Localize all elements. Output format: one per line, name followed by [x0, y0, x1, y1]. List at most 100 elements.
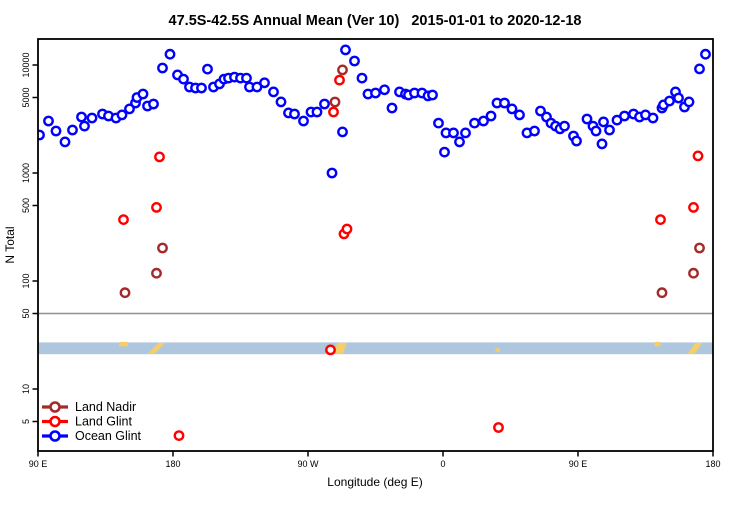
band-patch [495, 348, 500, 352]
land-glint-point [341, 223, 353, 235]
ocean-glint-point [311, 106, 323, 118]
band-patch [119, 341, 128, 347]
ocean-glint-point [581, 113, 593, 125]
ocean-glint-point [38, 129, 45, 141]
ocean-glint-point [164, 48, 176, 60]
ocean-glint-point [683, 96, 695, 108]
ocean-glint-point [596, 138, 608, 150]
x-tick-label: 90 E [569, 459, 588, 469]
ocean-glint-point [448, 127, 459, 139]
land-glint-point [334, 74, 345, 86]
y-tick-label: 5000 [21, 87, 31, 107]
ocean-band [38, 342, 713, 355]
ocean-glint-point [469, 117, 480, 129]
y-axis-title: N Total [3, 226, 17, 263]
ocean-glint-point [433, 117, 444, 129]
y-tick-label: 1000 [21, 163, 31, 183]
legend-item-ocean-glint: Ocean Glint [42, 429, 142, 443]
y-tick-label: 500 [21, 198, 31, 213]
land-glint-point [173, 430, 185, 441]
x-tick-label: 0 [440, 459, 445, 469]
legend-label-land-nadir: Land Nadir [75, 400, 136, 414]
band-patch [147, 342, 166, 354]
x-tick-label: 180 [165, 459, 180, 469]
x-tick-label: 90 W [297, 459, 319, 469]
legend-label-ocean-glint: Ocean Glint [75, 429, 142, 443]
ocean-glint-point [514, 109, 525, 121]
ocean-glint-point [79, 120, 90, 132]
ocean-glint-point [478, 115, 489, 127]
legend: Land Nadir Land Glint Ocean Glint [42, 400, 142, 443]
land-nadir-series [119, 64, 705, 299]
ocean-glint-point [529, 125, 540, 137]
band-patch [654, 341, 661, 347]
ocean-glint-point [340, 44, 351, 56]
ocean-glint-point [319, 98, 330, 110]
land-nadir-point [119, 287, 131, 299]
ocean-glint-point [298, 115, 309, 127]
ocean-glint-point [202, 63, 213, 75]
land-nadir-point [151, 267, 162, 279]
ocean-glint-series [38, 44, 711, 179]
ocean-glint-point [386, 102, 398, 114]
ocean-glint-point [647, 112, 659, 124]
land-nadir-point [157, 242, 168, 254]
land-glint-series [118, 74, 704, 441]
land-glint-marker-icon [49, 415, 61, 428]
ocean-glint-point [289, 108, 300, 120]
ocean-glint-point [67, 124, 78, 136]
ocean-glint-point [116, 109, 128, 121]
ocean-glint-point [506, 103, 518, 115]
land-glint-point [692, 150, 704, 162]
ocean-glint-point [370, 87, 381, 99]
ocean-glint-point [598, 116, 609, 128]
y-tick-label: 10 [21, 384, 31, 394]
ocean-glint-point [619, 110, 630, 122]
land-glint-point [493, 422, 504, 433]
land-glint-point [655, 214, 666, 226]
land-glint-point [328, 106, 339, 118]
ocean-glint-point [124, 103, 135, 115]
legend-item-land-nadir: Land Nadir [42, 400, 136, 414]
y-tick-label: 5 [21, 419, 31, 424]
ocean-glint-point [499, 97, 510, 109]
ocean-glint-point [664, 95, 675, 107]
ocean-glint-point [157, 62, 168, 74]
ocean-glint-point [178, 73, 189, 85]
ocean-glint-point [559, 120, 570, 132]
ocean-glint-point [460, 127, 471, 139]
ocean-glint-point [535, 105, 546, 117]
land-nadir-point [329, 96, 341, 108]
ocean-glint-point [326, 167, 338, 179]
ocean-glint-marker-icon [49, 430, 61, 442]
land-glint-point [151, 201, 162, 213]
legend-item-land-glint: Land Glint [42, 415, 133, 429]
ocean-glint-point [268, 86, 279, 98]
ocean-glint-point [86, 112, 98, 124]
land-nadir-point [688, 267, 699, 279]
land-glint-point [154, 151, 165, 163]
land-glint-point [688, 201, 699, 213]
ocean-glint-point [590, 125, 602, 137]
ocean-glint-point [337, 126, 348, 138]
land-glint-point [325, 344, 336, 356]
y-tick-label: 10000 [21, 52, 31, 77]
ocean-glint-point [59, 136, 71, 148]
land-glint-point [118, 214, 129, 226]
band-patch [333, 342, 347, 354]
ocean-glint-point [43, 115, 54, 127]
x-tick-label: 90 E [29, 459, 48, 469]
ocean-glint-point [356, 72, 368, 84]
ocean-glint-point [673, 92, 684, 104]
ocean-glint-point [604, 124, 615, 136]
land-nadir-marker-icon [49, 401, 61, 413]
ocean-glint-point [427, 89, 438, 101]
ocean-glint-point [259, 77, 270, 89]
axis-layer: 90 E 180 90 W 0 90 E 180 10000 5000 1000 500 100 50… [21, 52, 721, 469]
ocean-glint-point [379, 84, 390, 96]
ocean-glint-point [694, 63, 705, 75]
ocean-glint-point [137, 88, 149, 100]
x-tick-label: 180 [705, 459, 720, 469]
chart-title: 47.5S-42.5S Annual Mean (Ver 10) 2015-01… [169, 13, 582, 29]
